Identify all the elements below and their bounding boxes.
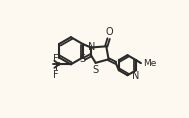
Text: S: S — [93, 65, 99, 75]
Text: F: F — [53, 70, 59, 80]
Text: F: F — [55, 62, 60, 72]
Text: S: S — [80, 54, 86, 64]
Text: O: O — [105, 27, 113, 37]
Text: Me: Me — [143, 59, 156, 68]
Text: F: F — [53, 54, 59, 64]
Text: N: N — [132, 71, 140, 81]
Text: N: N — [88, 42, 95, 52]
